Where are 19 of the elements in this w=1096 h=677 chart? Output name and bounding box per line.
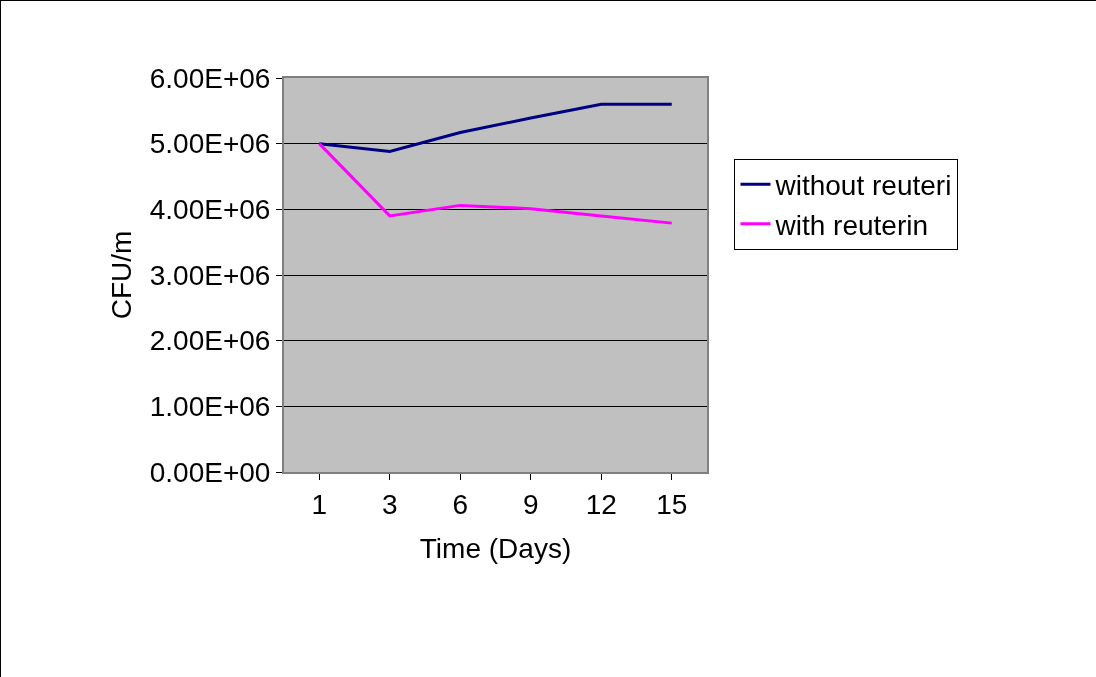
legend-label: without reuteri: [774, 170, 952, 202]
y-axis-title: CFU/m: [105, 230, 137, 320]
x-tick-label: 9: [522, 488, 539, 520]
y-tick-label: 0.00E+00: [149, 456, 271, 488]
y-tick-label: 4.00E+06: [149, 194, 271, 226]
y-tick-label: 1.00E+06: [149, 391, 271, 423]
legend-label: with reuterin: [774, 209, 929, 241]
x-tick-label: 1: [311, 488, 328, 520]
x-axis-title: Time (Days): [419, 533, 572, 565]
y-tick-label: 5.00E+06: [149, 128, 271, 160]
x-tick-label: 6: [452, 488, 469, 520]
line-series: [317, 102, 674, 154]
y-tick-label: 2.00E+06: [149, 325, 271, 357]
x-tick-label: 12: [585, 488, 617, 520]
x-tick-label: 3: [381, 488, 398, 520]
y-tick-label: 6.00E+06: [149, 62, 271, 94]
x-tick-label: 15: [656, 488, 688, 520]
line-series: [317, 142, 674, 225]
y-tick-label: 3.00E+06: [149, 259, 271, 291]
